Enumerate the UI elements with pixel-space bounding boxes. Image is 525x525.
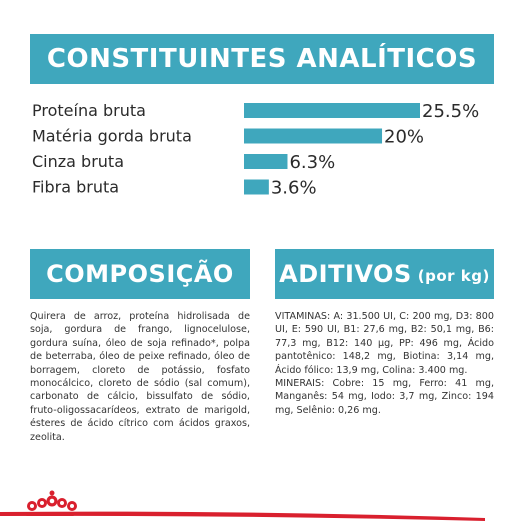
category-label-materia-gorda-bruta: Matéria gorda bruta <box>32 127 192 146</box>
additives-text: VITAMINAS: A: 31.500 UI, C: 200 mg, D3: … <box>275 310 494 417</box>
additives-unit: (por kg) <box>417 267 490 285</box>
category-label-cinza-bruta: Cinza bruta <box>32 152 124 171</box>
analytics-banner: CONSTITUINTES ANALÍTICOS <box>30 34 494 84</box>
value-label-materia-gorda-bruta: 20% <box>384 127 424 148</box>
additives-banner: ADITIVOS (por kg) <box>275 249 494 299</box>
composition-banner: COMPOSIÇÃO <box>30 249 250 299</box>
value-label-cinza-bruta: 6.3% <box>289 152 335 173</box>
analytics-chart: Proteína bruta 25.5% Matéria gorda bruta 20… <box>32 101 479 199</box>
bar-materia-gorda-bruta <box>244 128 383 144</box>
additives-title: ADITIVOS <box>279 260 412 288</box>
value-label-proteina-bruta: 25.5% <box>422 101 479 122</box>
bar-fibra-bruta <box>244 179 269 195</box>
minerals-text: MINERAIS: Cobre: 15 mg, Ferro: 41 mg, Ma… <box>275 378 494 416</box>
analytics-title: CONSTITUINTES ANALÍTICOS <box>46 44 478 74</box>
bar-proteina-bruta <box>244 103 420 118</box>
category-label-fibra-bruta: Fibra bruta <box>32 178 119 197</box>
vitamins-text: VITAMINAS: A: 31.500 UI, C: 200 mg, D3: … <box>275 311 494 376</box>
footer-band <box>0 490 485 521</box>
footer-red-swoosh <box>0 511 485 521</box>
category-label-proteina-bruta: Proteína bruta <box>32 101 146 120</box>
value-label-fibra-bruta: 3.6% <box>271 178 317 199</box>
bar-cinza-bruta <box>244 154 288 169</box>
royal-crown-icon <box>26 490 77 516</box>
composition-text: Quirera de arroz, proteína hidrolisada d… <box>30 311 250 443</box>
composition-title: COMPOSIÇÃO <box>46 260 234 288</box>
